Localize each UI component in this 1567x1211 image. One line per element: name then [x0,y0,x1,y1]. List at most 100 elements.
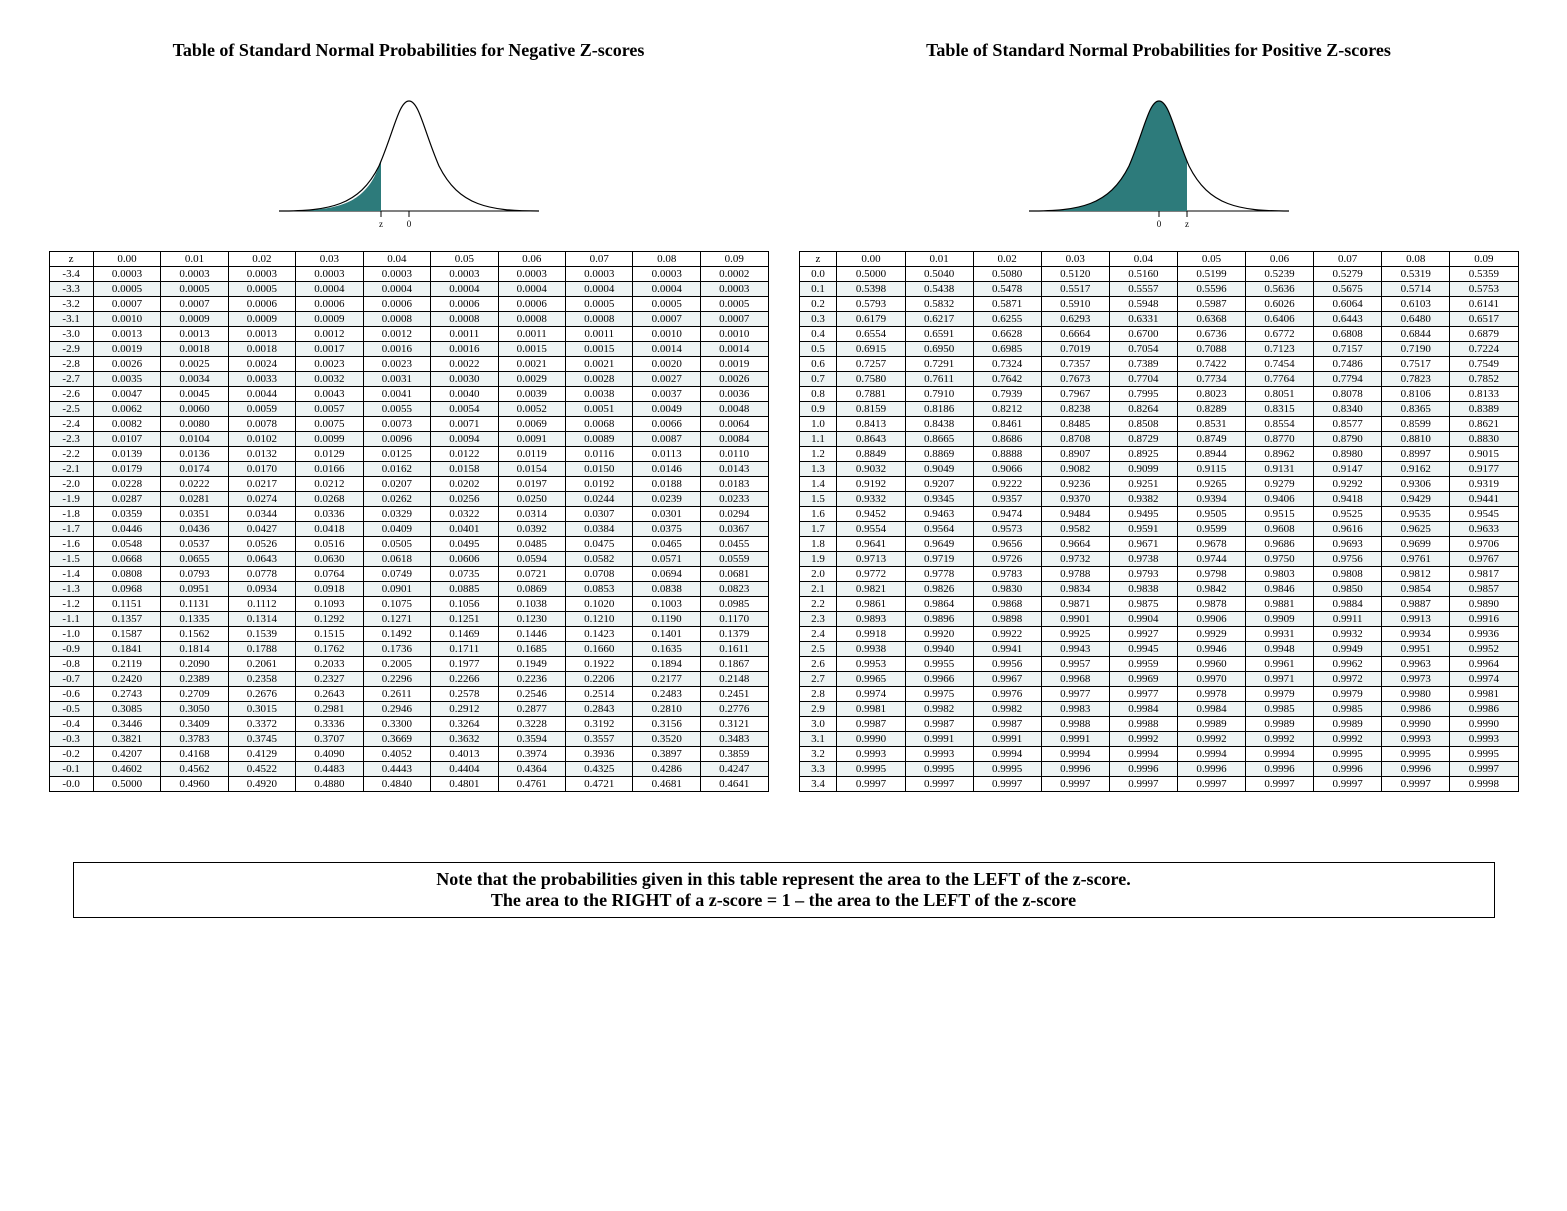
table-cell: 0.0084 [700,432,768,447]
table-cell: 0.0013 [161,327,228,342]
table-cell: 0.7054 [1109,342,1177,357]
table-cell: 0.0021 [498,357,565,372]
table-column-header: 0.08 [633,252,700,267]
row-header: 1.3 [799,462,837,477]
table-cell: 0.4404 [431,762,498,777]
row-header: -1.5 [49,552,93,567]
row-header: 1.6 [799,507,837,522]
table-cell: 0.9265 [1177,477,1245,492]
table-cell: 0.9732 [1041,552,1109,567]
table-cell: 0.3085 [93,702,160,717]
table-cell: 0.4681 [633,777,700,792]
table-cell: 0.0233 [700,492,768,507]
table-row: 2.60.99530.99550.99560.99570.99590.99600… [799,657,1518,672]
table-cell: 0.1814 [161,642,228,657]
table-cell: 0.3821 [93,732,160,747]
table-cell: 0.1131 [161,597,228,612]
table-row: -3.10.00100.00090.00090.00090.00080.0008… [49,312,768,327]
table-cell: 0.9812 [1382,567,1450,582]
table-cell: 0.9996 [1246,762,1314,777]
table-cell: 0.0934 [228,582,295,597]
table-cell: 0.3372 [228,717,295,732]
table-cell: 0.0087 [633,432,700,447]
table-cell: 0.3557 [566,732,633,747]
row-header: 2.6 [799,657,837,672]
table-cell: 0.6628 [973,327,1041,342]
table-cell: 0.0838 [633,582,700,597]
table-cell: 0.9131 [1246,462,1314,477]
negative-table: z0.000.010.020.030.040.050.060.070.080.0… [49,251,769,792]
table-cell: 0.0344 [228,507,295,522]
table-cell: 0.1762 [296,642,363,657]
table-cell: 0.0018 [161,342,228,357]
table-cell: 0.0222 [161,477,228,492]
table-cell: 0.5636 [1246,282,1314,297]
table-cell: 0.9983 [1041,702,1109,717]
table-row: -2.00.02280.02220.02170.02120.02070.0202… [49,477,768,492]
table-cell: 0.9993 [1382,732,1450,747]
table-cell: 0.7257 [837,357,905,372]
table-cell: 0.9015 [1450,447,1518,462]
table-cell: 0.1093 [296,597,363,612]
row-header: 3.4 [799,777,837,792]
table-cell: 0.9591 [1109,522,1177,537]
svg-text:z: z [379,219,383,229]
positive-panel: Table of Standard Normal Probabilities f… [799,40,1519,792]
table-cell: 0.3192 [566,717,633,732]
row-header: 0.2 [799,297,837,312]
table-cell: 0.9808 [1314,567,1382,582]
table-cell: 0.9965 [837,672,905,687]
table-cell: 0.9495 [1109,507,1177,522]
row-header: -0.4 [49,717,93,732]
table-cell: 0.7324 [973,357,1041,372]
row-header: 0.6 [799,357,837,372]
table-cell: 0.9980 [1382,687,1450,702]
table-cell: 0.9997 [905,777,973,792]
table-cell: 0.0146 [633,462,700,477]
table-cell: 0.7157 [1314,342,1382,357]
table-cell: 0.3050 [161,702,228,717]
table-cell: 0.0559 [700,552,768,567]
table-cell: 0.5319 [1382,267,1450,282]
row-header: -3.0 [49,327,93,342]
table-cell: 0.6985 [973,342,1041,357]
table-cell: 0.0694 [633,567,700,582]
positive-title: Table of Standard Normal Probabilities f… [799,40,1519,61]
table-cell: 0.0582 [566,552,633,567]
table-cell: 0.9678 [1177,537,1245,552]
table-cell: 0.5398 [837,282,905,297]
table-cell: 0.9989 [1246,717,1314,732]
table-row: 1.50.93320.93450.93570.93700.93820.93940… [799,492,1518,507]
table-cell: 0.8643 [837,432,905,447]
table-cell: 0.0436 [161,522,228,537]
table-cell: 0.9370 [1041,492,1109,507]
table-cell: 0.5871 [973,297,1041,312]
table-column-header: 0.08 [1382,252,1450,267]
table-cell: 0.9306 [1382,477,1450,492]
table-cell: 0.4247 [700,762,768,777]
table-cell: 0.0075 [296,417,363,432]
table-row: -3.40.00030.00030.00030.00030.00030.0003… [49,267,768,282]
table-cell: 0.9279 [1246,477,1314,492]
table-row: 0.70.75800.76110.76420.76730.77040.77340… [799,372,1518,387]
table-cell: 0.0011 [431,327,498,342]
table-cell: 0.0003 [700,282,768,297]
table-cell: 0.8023 [1177,387,1245,402]
row-header: 1.1 [799,432,837,447]
table-cell: 0.6179 [837,312,905,327]
table-cell: 0.0017 [296,342,363,357]
table-cell: 0.0708 [566,567,633,582]
table-cell: 0.3156 [633,717,700,732]
table-cell: 0.0003 [296,267,363,282]
table-cell: 0.9625 [1382,522,1450,537]
table-cell: 0.2611 [363,687,430,702]
table-row: 2.90.99810.99820.99820.99830.99840.99840… [799,702,1518,717]
table-cell: 0.0170 [228,462,295,477]
table-cell: 0.9162 [1382,462,1450,477]
table-cell: 0.2546 [498,687,565,702]
table-row: -0.70.24200.23890.23580.23270.22960.2266… [49,672,768,687]
table-cell: 0.0068 [566,417,633,432]
row-header: 0.5 [799,342,837,357]
row-header: -0.9 [49,642,93,657]
table-cell: 0.0013 [93,327,160,342]
